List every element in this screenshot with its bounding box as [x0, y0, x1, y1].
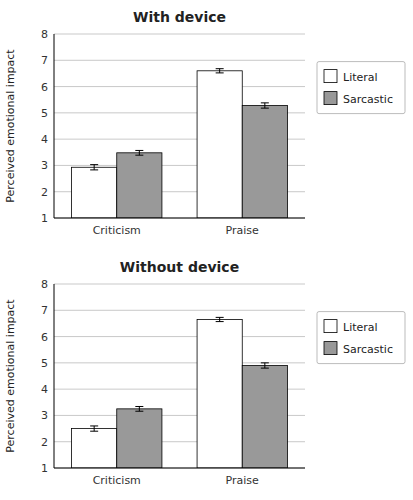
legend-swatch	[324, 70, 337, 83]
x-tick-label: Criticism	[93, 474, 141, 487]
y-axis-label: Perceived emotional impact	[4, 49, 17, 203]
y-tick-label: 7	[41, 304, 48, 317]
legend-swatch	[324, 320, 337, 333]
bar	[197, 319, 242, 468]
grid-line	[54, 310, 305, 311]
legend-swatch	[324, 342, 337, 355]
x-axis	[54, 218, 305, 219]
bar	[242, 365, 287, 468]
y-axis	[54, 34, 55, 218]
grid-line	[54, 60, 305, 61]
grid-line	[54, 86, 305, 87]
legend-label: Sarcastic	[343, 343, 393, 356]
error-bar	[261, 363, 269, 368]
bar	[242, 105, 287, 218]
x-tick-label: Praise	[226, 224, 259, 237]
bar	[117, 153, 162, 218]
grid-line	[54, 336, 305, 337]
y-axis	[54, 284, 55, 468]
error-bar	[135, 150, 143, 155]
y-tick-label: 2	[41, 186, 48, 199]
error-bar	[90, 426, 98, 431]
grid-line	[54, 362, 305, 363]
title: Without device	[120, 259, 239, 275]
y-tick-label: 2	[41, 436, 48, 449]
grid-line	[54, 468, 305, 469]
legend-swatch	[324, 92, 337, 105]
bar	[72, 167, 117, 218]
bar	[72, 429, 117, 468]
bar	[197, 71, 242, 218]
legend: Literal Sarcastic	[317, 62, 405, 114]
legend: Literal Sarcastic	[317, 312, 405, 364]
y-tick-label: 8	[41, 278, 48, 291]
y-tick-label: 1	[41, 462, 48, 475]
grid-line	[54, 218, 305, 219]
y-axis-label: Perceived emotional impact	[4, 299, 17, 453]
legend-frame	[317, 62, 405, 114]
legend-label: Sarcastic	[343, 93, 393, 106]
x-tick-label: Praise	[226, 474, 259, 487]
y-tick-label: 8	[41, 28, 48, 41]
panel: Without device Perceived emotional impact…	[4, 259, 405, 487]
legend-label: Literal	[343, 71, 378, 84]
error-bar	[135, 406, 143, 411]
title: With device	[133, 9, 226, 25]
y-tick-label: 6	[41, 331, 48, 344]
panel: With device Perceived emotional impact 1 2 3…	[4, 9, 405, 237]
y-tick-label: 5	[41, 107, 48, 120]
y-tick-label: 3	[41, 409, 48, 422]
bar	[117, 409, 162, 468]
y-tick-label: 5	[41, 357, 48, 370]
y-tick-label: 4	[41, 383, 48, 396]
y-tick-label: 4	[41, 133, 48, 146]
legend-label: Literal	[343, 321, 378, 334]
error-bar	[261, 103, 269, 108]
error-bar	[216, 69, 224, 73]
y-tick-label: 7	[41, 54, 48, 67]
legend-frame	[317, 312, 405, 364]
y-tick-label: 3	[41, 159, 48, 172]
y-tick-label: 6	[41, 81, 48, 94]
bars	[72, 317, 288, 468]
grid-line	[54, 34, 305, 35]
x-axis	[54, 468, 305, 469]
chart-root: With device Perceived emotional impact 1 2 3…	[0, 0, 413, 500]
y-tick-label: 1	[41, 212, 48, 225]
bars	[72, 69, 288, 218]
error-bar	[90, 165, 98, 170]
x-tick-label: Criticism	[93, 224, 141, 237]
error-bar	[216, 317, 224, 321]
grid-line	[54, 284, 305, 285]
